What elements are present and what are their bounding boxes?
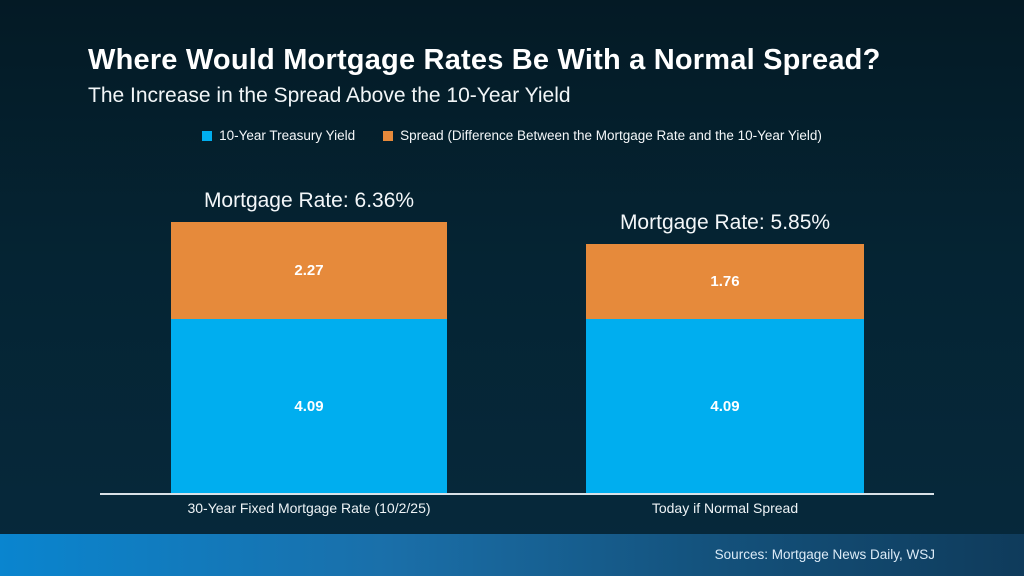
bar-normal-spread: 1.76 4.09 xyxy=(586,243,864,494)
bar-segment-treasury-yield: 4.09 xyxy=(586,318,864,494)
legend-item-treasury-yield: 10-Year Treasury Yield xyxy=(202,128,355,143)
bar-total-label-normal-spread: Mortgage Rate: 5.85% xyxy=(619,210,831,234)
page-title: Where Would Mortgage Rates Be With a Nor… xyxy=(88,44,881,76)
legend-swatch-blue-icon xyxy=(202,130,213,141)
bar-current-mortgage-rate: 2.27 4.09 xyxy=(171,221,447,494)
segment-value-label: 4.09 xyxy=(710,397,740,415)
bar-segment-spread: 2.27 xyxy=(171,221,447,319)
bar-segment-spread: 1.76 xyxy=(586,243,864,319)
legend-item-spread: Spread (Difference Between the Mortgage … xyxy=(383,128,822,143)
segment-value-label: 2.27 xyxy=(294,261,324,279)
bar-segment-treasury-yield: 4.09 xyxy=(171,318,447,494)
page-subtitle: The Increase in the Spread Above the 10-… xyxy=(88,84,571,107)
segment-value-label: 4.09 xyxy=(294,397,324,415)
category-label-current: 30-Year Fixed Mortgage Rate (10/2/25) xyxy=(187,500,431,516)
footer-bar: Sources: Mortgage News Daily, WSJ xyxy=(0,534,1024,576)
category-label-normal-spread: Today if Normal Spread xyxy=(651,500,799,516)
segment-value-label: 1.76 xyxy=(710,272,740,290)
legend-swatch-orange-icon xyxy=(383,130,394,141)
legend-label-treasury-yield: 10-Year Treasury Yield xyxy=(219,128,356,143)
sources-text: Sources: Mortgage News Daily, WSJ xyxy=(714,547,935,562)
chart-legend: 10-Year Treasury Yield Spread (Differenc… xyxy=(0,128,1024,143)
bar-total-label-current: Mortgage Rate: 6.36% xyxy=(203,188,415,212)
x-axis-line xyxy=(100,493,934,495)
legend-label-spread: Spread (Difference Between the Mortgage … xyxy=(400,128,822,143)
